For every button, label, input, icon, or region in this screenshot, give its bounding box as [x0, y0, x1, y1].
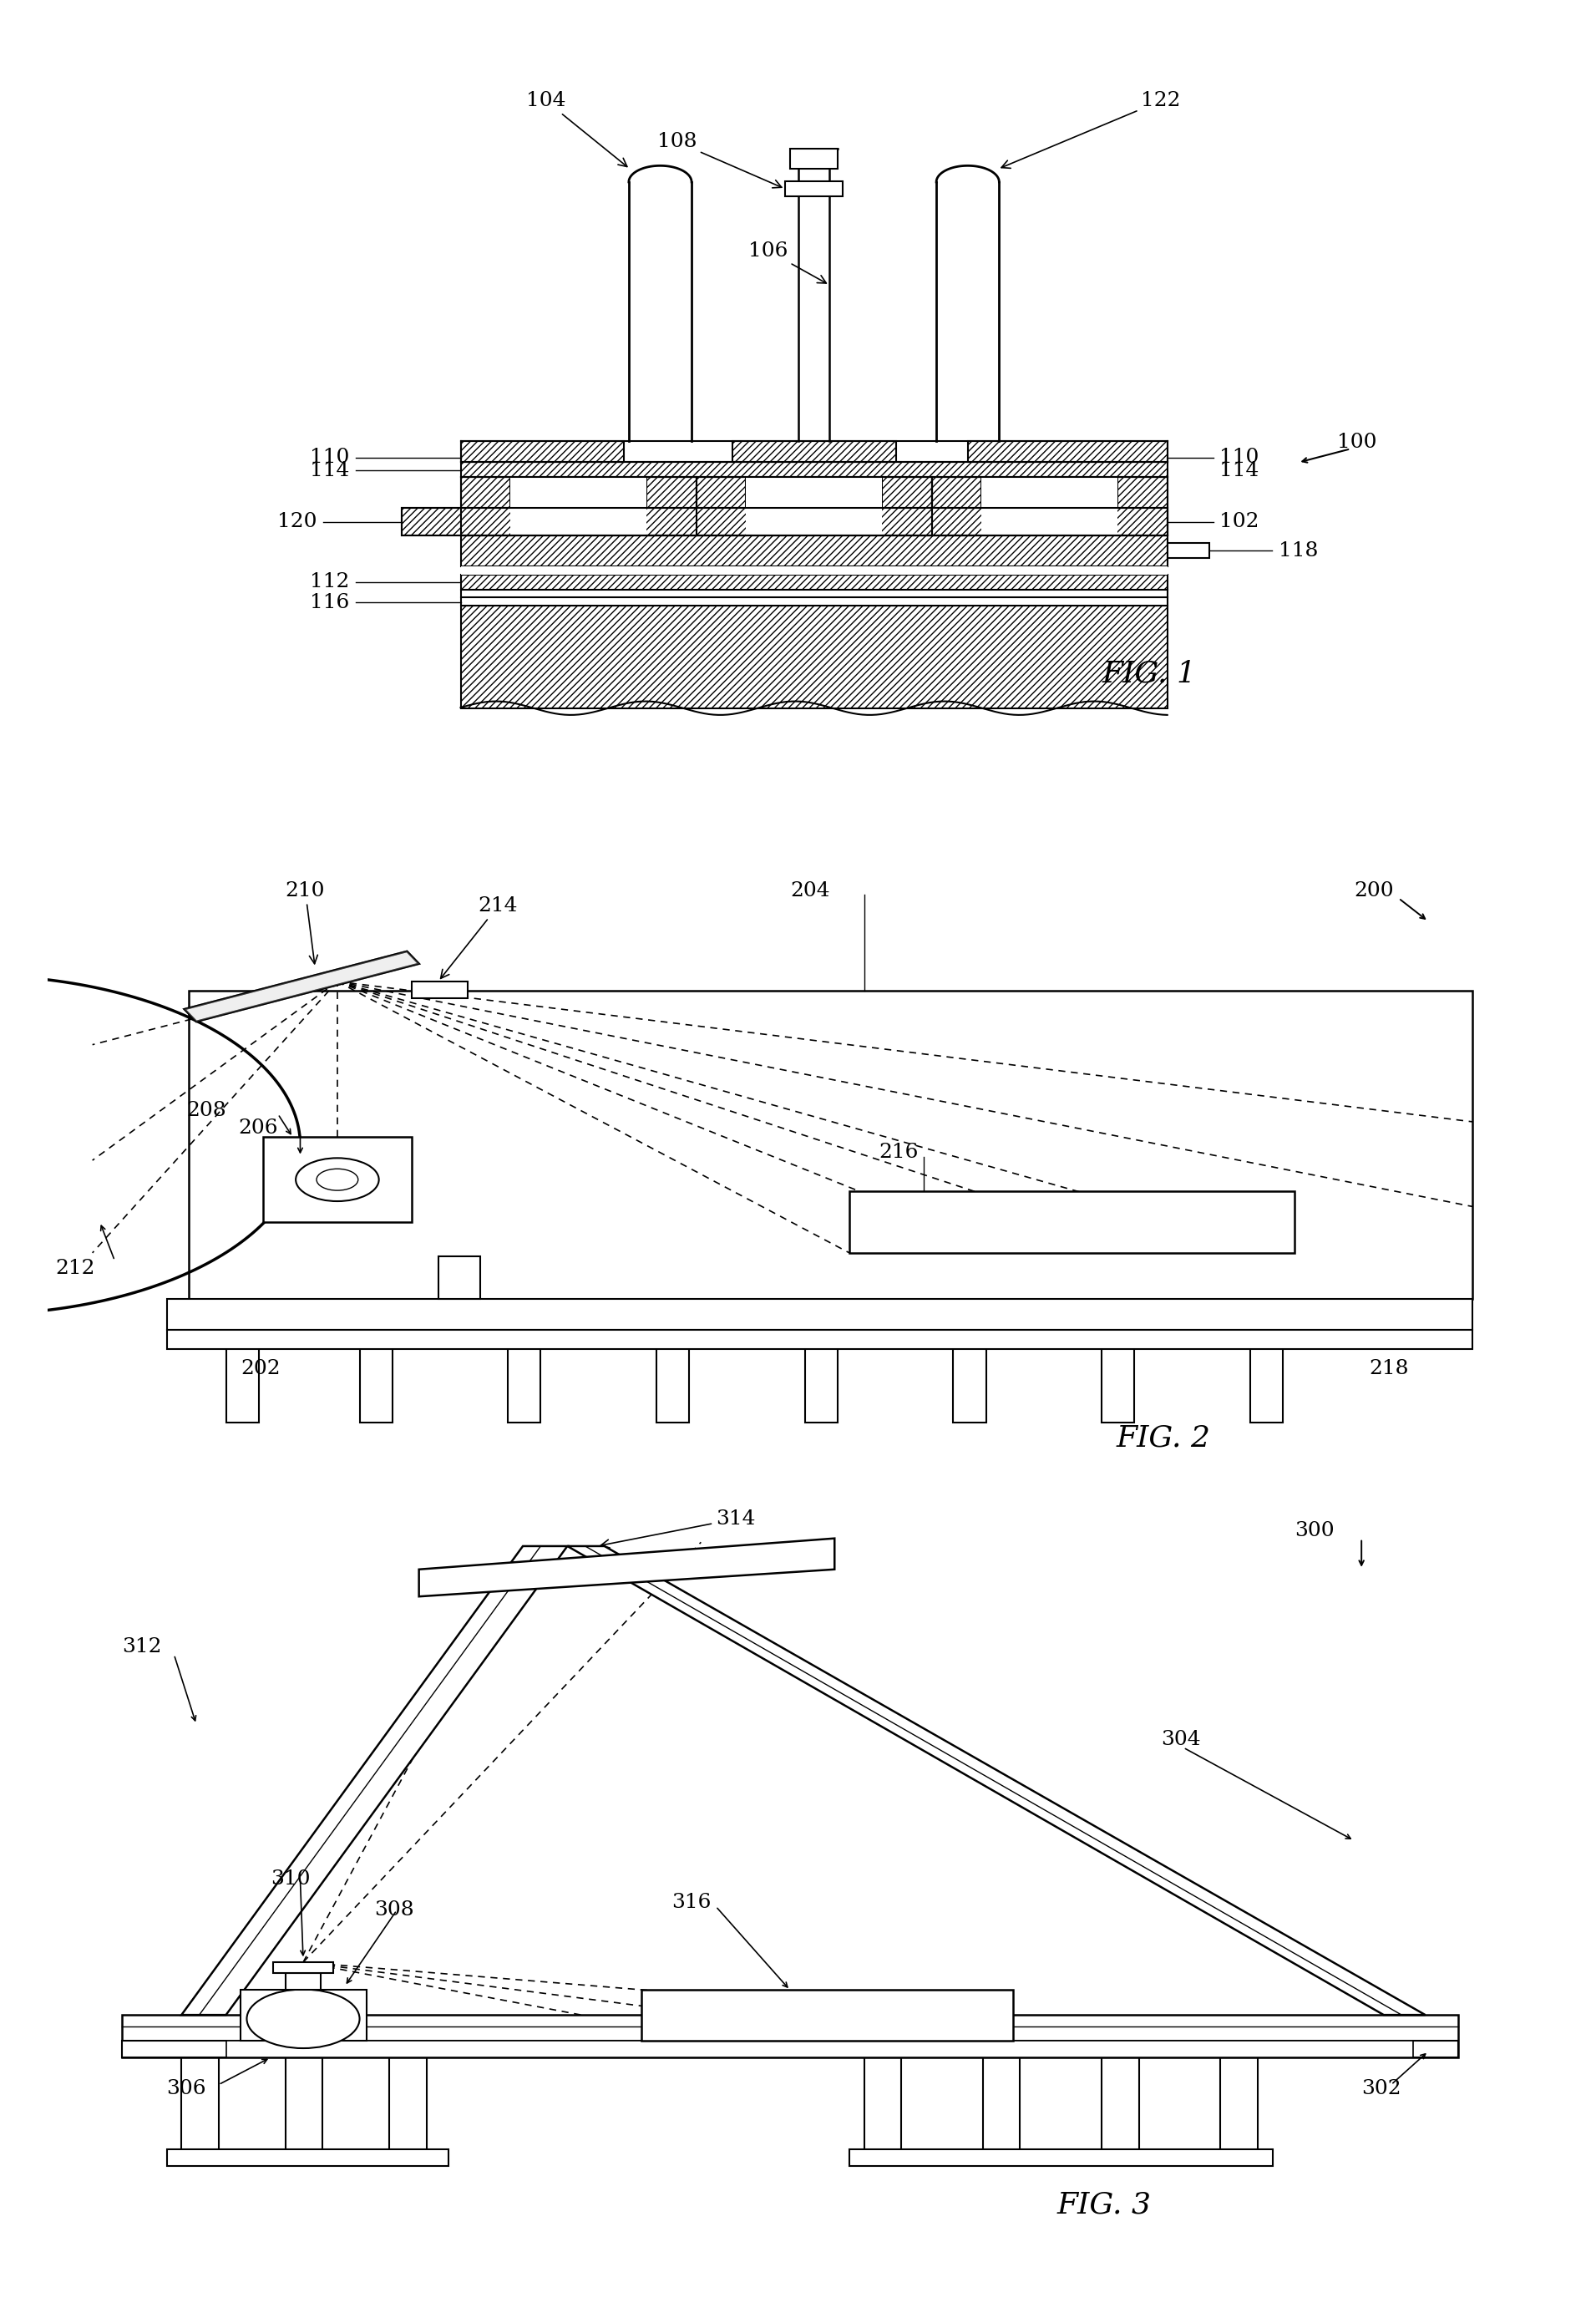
Text: FIG. 2: FIG. 2 [1117, 1425, 1211, 1453]
Bar [182, 2059, 219, 2151]
Bar [273, 1961, 334, 1973]
Bar [461, 574, 1167, 590]
Text: 100: 100 [1337, 433, 1377, 451]
Bar [263, 1138, 412, 1221]
Bar [123, 2015, 1459, 2059]
Bar [1117, 476, 1167, 537]
Text: 314: 314 [600, 1510, 755, 1547]
Bar [656, 1330, 689, 1422]
Bar [461, 463, 1167, 476]
Bar [849, 1191, 1294, 1254]
Bar [227, 2040, 1414, 2059]
Bar [166, 1330, 1473, 1348]
Text: 300: 300 [1294, 1522, 1334, 1540]
Bar [1250, 1330, 1283, 1422]
Bar [696, 476, 745, 537]
Bar [402, 509, 1167, 537]
Text: 302: 302 [1361, 2079, 1401, 2098]
Bar [439, 1256, 480, 1300]
Text: 116: 116 [310, 592, 350, 613]
Polygon shape [185, 951, 420, 1022]
Polygon shape [185, 951, 420, 1022]
Text: 204: 204 [790, 881, 830, 900]
Text: FIG. 1: FIG. 1 [1101, 659, 1197, 689]
Bar [932, 476, 982, 537]
Bar [412, 981, 468, 999]
Bar [785, 180, 843, 197]
Circle shape [316, 1168, 358, 1191]
Bar [642, 1989, 1013, 2040]
Circle shape [247, 1989, 359, 2049]
Text: 210: 210 [286, 881, 326, 965]
Bar [733, 442, 895, 463]
Bar [227, 1330, 259, 1422]
Text: 104: 104 [527, 90, 627, 167]
Bar [804, 1330, 838, 1422]
Text: 200: 200 [1353, 881, 1393, 900]
Text: 310: 310 [271, 1869, 310, 1890]
Text: 218: 218 [1369, 1360, 1409, 1379]
Bar [461, 606, 1167, 708]
Bar [461, 537, 1167, 567]
Bar [359, 1330, 393, 1422]
Bar [983, 2059, 1020, 2151]
Bar [402, 509, 1167, 537]
Bar [511, 476, 646, 537]
Text: 216: 216 [879, 1143, 919, 1161]
Text: 110: 110 [310, 449, 350, 467]
Bar [461, 597, 1167, 606]
Text: 304: 304 [1162, 1730, 1200, 1749]
Circle shape [295, 1159, 378, 1200]
Bar [1221, 2059, 1258, 2151]
Bar [286, 2059, 322, 2151]
Text: 202: 202 [241, 1360, 281, 1379]
Bar [646, 476, 696, 537]
Text: 112: 112 [310, 571, 350, 592]
Bar [883, 476, 932, 537]
Bar [389, 2059, 426, 2151]
Bar [461, 590, 1167, 597]
Text: 114: 114 [1219, 460, 1259, 481]
Bar [982, 476, 1117, 537]
Text: 102: 102 [1219, 511, 1259, 532]
Bar [953, 1330, 986, 1422]
Bar [241, 1989, 367, 2040]
Text: 312: 312 [123, 1638, 161, 1656]
Bar [461, 567, 1167, 574]
Bar [1101, 1330, 1135, 1422]
Bar [849, 2149, 1272, 2165]
Text: 106: 106 [749, 241, 827, 282]
Bar [166, 1300, 1473, 1330]
Bar [1101, 2059, 1140, 2151]
Text: 214: 214 [440, 897, 519, 978]
Bar [790, 148, 838, 169]
Text: 114: 114 [310, 460, 350, 481]
Text: 212: 212 [56, 1258, 96, 1277]
Text: 120: 120 [278, 511, 316, 532]
Text: 118: 118 [1278, 541, 1318, 560]
Bar [967, 442, 1167, 463]
Polygon shape [568, 1545, 1425, 2015]
Bar [123, 2040, 1459, 2059]
Text: 206: 206 [238, 1119, 278, 1138]
Polygon shape [182, 1545, 568, 2015]
Bar [865, 2059, 902, 2151]
Bar [461, 476, 511, 537]
Bar [166, 2149, 448, 2165]
Text: FIG. 3: FIG. 3 [1057, 2190, 1152, 2218]
Text: 110: 110 [1219, 449, 1259, 467]
Bar [745, 476, 883, 537]
Text: 308: 308 [375, 1901, 415, 1920]
Text: 108: 108 [658, 132, 782, 187]
Polygon shape [420, 1538, 835, 1596]
Bar [286, 1973, 321, 1989]
Text: 122: 122 [1001, 90, 1181, 169]
Bar [1167, 544, 1210, 557]
Bar [508, 1330, 541, 1422]
Bar [188, 990, 1473, 1300]
Text: 208: 208 [187, 1101, 227, 1119]
Bar [461, 442, 624, 463]
Text: 316: 316 [672, 1892, 710, 1913]
Text: 306: 306 [166, 2079, 206, 2098]
